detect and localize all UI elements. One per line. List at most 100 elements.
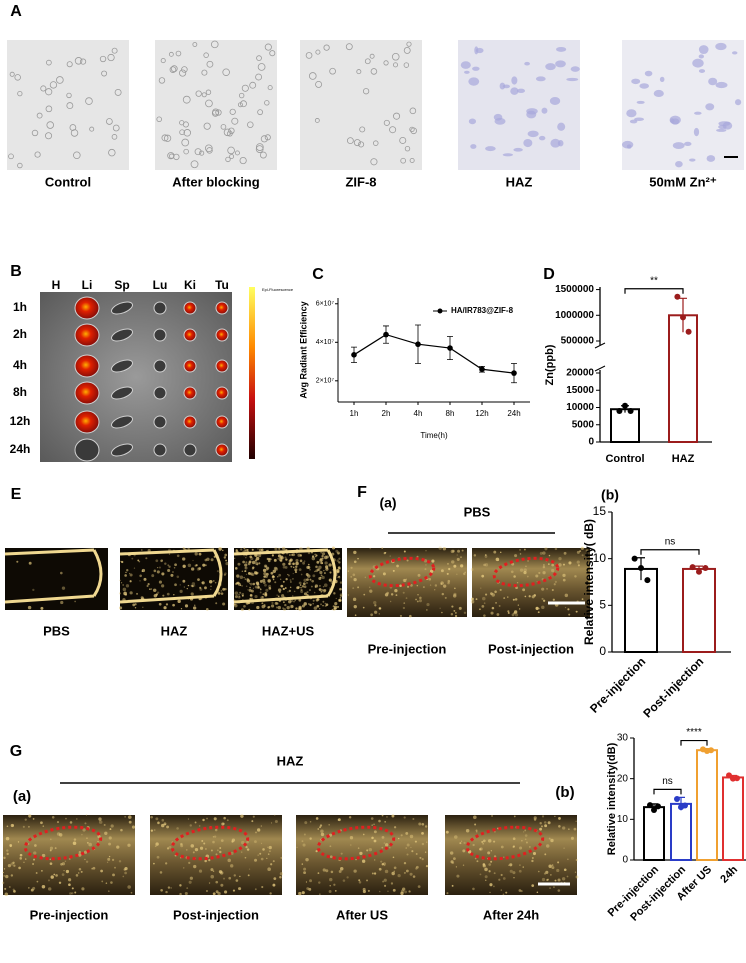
cell <box>40 85 47 92</box>
speckle <box>150 588 153 590</box>
speckle <box>294 599 297 602</box>
speckle <box>290 553 294 557</box>
speckle <box>403 816 406 819</box>
speckle <box>541 877 546 882</box>
data-point <box>685 328 692 335</box>
speckle <box>426 609 428 611</box>
speckle <box>287 574 290 577</box>
cell <box>229 154 235 159</box>
speckle <box>353 560 357 564</box>
speckle <box>248 608 251 611</box>
speckle <box>334 601 338 606</box>
speckle <box>306 546 310 550</box>
cell <box>708 77 718 86</box>
cell <box>161 134 169 142</box>
data-point <box>680 314 686 321</box>
speckle <box>312 603 314 605</box>
speckle <box>315 554 318 557</box>
image-label: Post-injection <box>488 641 574 656</box>
speckle <box>199 586 202 589</box>
y-axis-label: Relative intensity( dB) <box>582 519 596 645</box>
speckle <box>488 863 492 866</box>
speckle <box>418 599 422 603</box>
speckle <box>244 548 248 552</box>
speckle <box>495 557 500 562</box>
significance-bracket <box>624 288 684 294</box>
speckle <box>558 563 562 567</box>
speckle <box>482 863 486 866</box>
speckle <box>329 571 332 574</box>
speckle <box>152 588 157 593</box>
cell <box>653 89 664 97</box>
cell <box>234 150 240 156</box>
speckle <box>263 572 267 576</box>
speckle <box>305 857 309 862</box>
speckle <box>244 566 248 570</box>
speckle <box>495 601 497 604</box>
tumor-outline <box>368 556 436 588</box>
speckle <box>127 843 131 847</box>
speckle <box>544 547 548 551</box>
cell <box>464 70 470 74</box>
speckle <box>306 591 309 594</box>
speckle <box>513 815 516 818</box>
speckle <box>250 571 253 574</box>
speckle <box>563 847 565 849</box>
significance-bracket <box>680 739 708 746</box>
speckle <box>475 598 478 600</box>
speckle <box>366 849 369 852</box>
organ <box>74 438 100 462</box>
speckle <box>328 579 331 582</box>
speckle <box>553 886 555 888</box>
speckle <box>362 606 365 609</box>
speckle <box>342 879 346 882</box>
image-label: 50mM Zn²⁺ <box>649 174 717 189</box>
speckle <box>385 843 389 847</box>
speckle <box>392 856 395 859</box>
speckle <box>155 817 159 821</box>
speckle <box>161 818 165 822</box>
speckle <box>352 587 355 590</box>
speckle <box>167 564 169 566</box>
speckle <box>222 587 226 591</box>
speckle <box>579 550 582 553</box>
speckle <box>320 603 322 606</box>
speckle <box>268 557 271 561</box>
cell <box>99 55 107 63</box>
speckle <box>189 876 193 880</box>
speckle <box>533 594 537 597</box>
speckle <box>370 613 374 617</box>
speckle <box>439 607 441 609</box>
cell <box>168 51 174 57</box>
speckle <box>222 602 226 606</box>
speckle <box>176 827 179 830</box>
speckle <box>562 578 566 582</box>
speckle <box>251 567 254 570</box>
cell <box>9 71 15 77</box>
speckle <box>241 592 245 596</box>
speckle <box>474 823 477 826</box>
cell <box>314 118 320 123</box>
column-label: Ki <box>184 278 196 292</box>
speckle <box>362 833 365 836</box>
speckle <box>241 584 244 587</box>
speckle <box>367 889 370 892</box>
speckle <box>357 847 360 849</box>
speckle <box>429 569 434 573</box>
speckle <box>146 585 149 588</box>
speckle <box>328 833 333 837</box>
cell <box>34 151 41 158</box>
y-tick-label: 20 <box>617 773 629 784</box>
speckle <box>340 852 343 855</box>
speckle <box>238 595 241 598</box>
speckle <box>542 599 546 602</box>
speckle <box>287 591 289 593</box>
y-tick-label: 0 <box>599 644 606 658</box>
speckle <box>215 880 219 884</box>
speckle <box>455 866 458 868</box>
speckle <box>298 607 302 611</box>
speckle <box>306 578 310 581</box>
speckle <box>223 556 227 559</box>
x-tick-label: 4h <box>414 409 423 418</box>
speckle <box>5 836 10 841</box>
